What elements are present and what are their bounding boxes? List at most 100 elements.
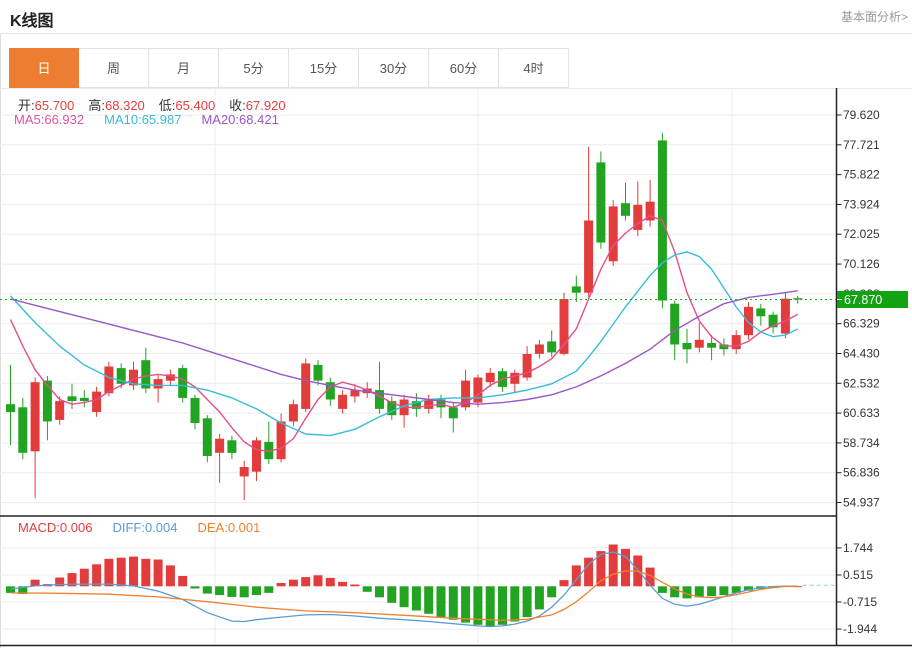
macd-bar (411, 586, 421, 611)
y-axis-tick: 77.721 (843, 138, 880, 152)
candle (387, 401, 397, 416)
macd-bar (79, 568, 89, 587)
candle (633, 204, 643, 230)
legend-ma-item-0: MA5:66.932 (14, 112, 85, 127)
macd-histogram (6, 544, 803, 627)
candle (424, 399, 434, 409)
candle (768, 314, 778, 328)
candle (694, 339, 704, 348)
candle (227, 440, 237, 453)
candle (79, 397, 89, 401)
timeframe-tabs: 日周月 5分 15分 30分 60分 4时 (9, 48, 569, 88)
macd-bar (239, 586, 249, 598)
candle (510, 372, 520, 384)
candle (18, 407, 28, 453)
macd-bar (424, 586, 434, 614)
candles (6, 132, 803, 500)
macd-bar (559, 580, 569, 587)
candle (436, 399, 446, 408)
candle (584, 220, 594, 293)
macd-legend: MACD:0.006 DIFF:0.004 DEA:0.001 (18, 520, 280, 535)
candle (719, 344, 729, 350)
diff-line (10, 551, 798, 628)
candle (645, 201, 655, 221)
tab-timeframe-5[interactable]: 30分 (359, 48, 429, 88)
legend-ohlc-item-2: 低:65.400 (158, 98, 216, 113)
legend-macd-item-0: MACD:0.006 (18, 520, 93, 535)
macd-bar (707, 586, 717, 597)
macd-bar (522, 586, 532, 618)
tab-timeframe-1[interactable]: 周 (79, 48, 149, 88)
ma5-line (9, 215, 799, 453)
title-divider (0, 33, 912, 34)
macd-bar (694, 586, 704, 598)
macd-bar (67, 573, 77, 587)
candle (141, 360, 151, 389)
candle (215, 438, 225, 453)
macd-bar (645, 567, 655, 587)
current-price-badge: 67.870 (837, 291, 908, 308)
svg-text:67.870: 67.870 (844, 293, 882, 307)
tab-timeframe-4[interactable]: 15分 (289, 48, 359, 88)
legend-ohlc-item-1: 高:68.320 (88, 98, 145, 113)
macd-bar (6, 586, 15, 593)
tab-timeframe-7[interactable]: 4时 (499, 48, 569, 88)
candle (547, 341, 557, 353)
macd-bar (731, 586, 741, 593)
candle (522, 354, 532, 378)
legend-ma-item-2: MA20:68.421 (201, 112, 279, 127)
candle (559, 299, 569, 354)
candle (42, 380, 52, 422)
macd-bar (264, 586, 274, 593)
candle (313, 364, 323, 381)
candle (202, 418, 212, 456)
macd-bar (338, 581, 348, 587)
macd-bar (547, 586, 557, 598)
candle (571, 286, 581, 293)
macd-bar (288, 579, 298, 587)
tab-timeframe-3[interactable]: 5分 (219, 48, 289, 88)
tab-timeframe-6[interactable]: 60分 (429, 48, 499, 88)
macd-bar (387, 586, 397, 603)
macd-bar (584, 557, 594, 587)
macd-bar (301, 577, 311, 587)
macd-bar (276, 583, 286, 587)
macd-bar (18, 586, 28, 594)
candle (264, 441, 274, 460)
candle (338, 394, 348, 409)
macd-bar (485, 586, 495, 627)
tab-timeframe-2[interactable]: 月 (149, 48, 219, 88)
candle (534, 344, 544, 354)
legend-macd-item-2: DEA:0.001 (197, 520, 261, 535)
candle (67, 396, 77, 401)
y-axis-tick: 1.744 (843, 541, 873, 555)
macd-bar (375, 586, 384, 598)
tab-timeframe-0[interactable]: 日 (9, 48, 79, 88)
candle (744, 306, 753, 336)
candle (670, 303, 680, 345)
legend-ma-item-1: MA10:65.987 (104, 112, 182, 127)
y-axis-tick: 72.025 (843, 227, 880, 241)
macd-bar (325, 577, 335, 587)
ma10-line (9, 251, 799, 437)
macd-bar (670, 586, 680, 598)
candle (448, 407, 458, 419)
fundamental-analysis-link[interactable]: 基本面分析> (840, 10, 908, 24)
y-axis-tick: 70.126 (843, 257, 880, 271)
macd-bar (682, 586, 692, 599)
candle (325, 382, 335, 400)
legend-ohlc-item-3: 收:67.920 (229, 98, 286, 113)
candle (239, 467, 249, 477)
macd-bar (399, 586, 409, 608)
y-axis-tick: 58.734 (843, 436, 880, 450)
macd-bar (190, 586, 200, 589)
candle (756, 308, 766, 317)
candle (485, 372, 495, 383)
candle (596, 162, 606, 243)
dea-line (10, 570, 798, 622)
candle (411, 401, 421, 409)
y-axis-tick: 60.633 (843, 406, 880, 420)
macd-bar (129, 556, 138, 587)
candle (6, 404, 15, 413)
macd-bar (362, 586, 372, 592)
